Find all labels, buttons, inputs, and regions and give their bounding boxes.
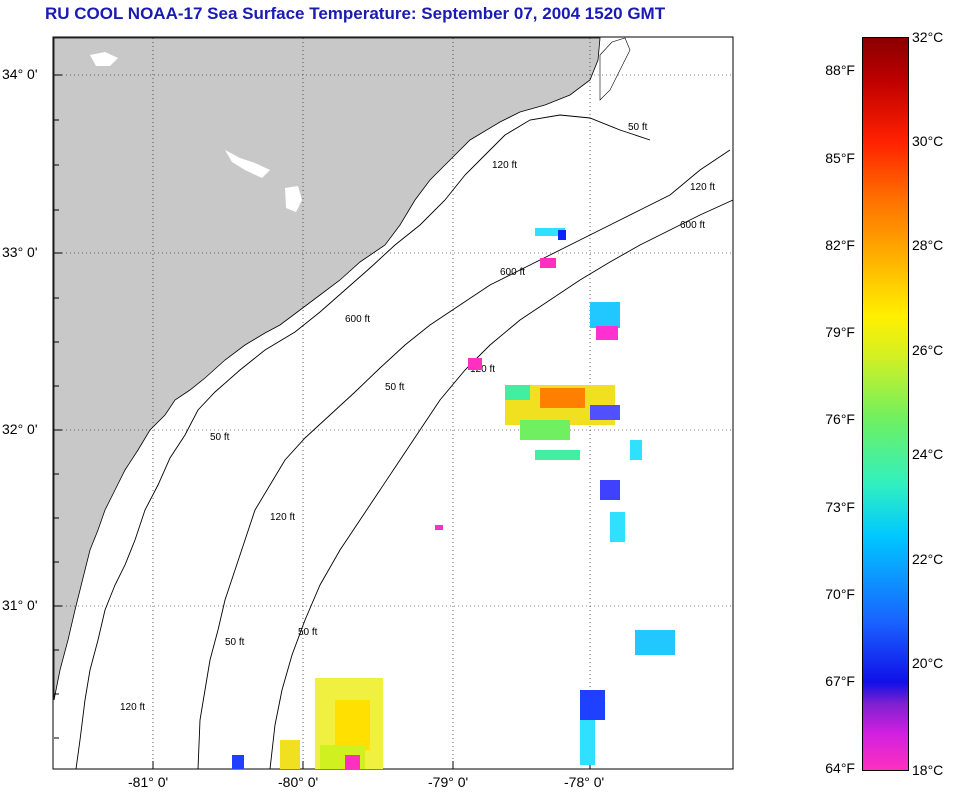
colorbar-f-label: 73°F [825,499,855,515]
colorbar-f-label: 76°F [825,411,855,427]
contour-label: 120 ft [470,364,495,375]
colorbar-c-label: 32°C [912,29,944,45]
colorbar-c-label: 26°C [912,342,944,358]
latitude-label: 32° 0' [2,421,38,437]
longitude-label: -78° 0' [564,774,605,790]
contour-label: 50 ft [210,432,230,443]
contour-label: 50 ft [385,382,405,393]
contour-label: 120 ft [690,182,715,193]
contour-label: 50 ft [628,122,648,133]
contour-label: 50 ft [298,627,318,638]
colorbar-f-label: 82°F [825,237,855,253]
longitude-label: -79° 0' [428,774,469,790]
contour-label: 600 ft [500,267,525,278]
latitude-label: 34° 0' [2,66,38,82]
colorbar-c-label: 18°C [912,762,944,778]
longitude-label: -81° 0' [128,774,169,790]
contour-label: 50 ft [225,637,245,648]
depth-contours [75,114,734,770]
latitude-label: 31° 0' [2,597,38,613]
colorbar-f-label: 79°F [825,324,855,340]
sst-data-patches [232,228,675,769]
colorbar-f-label: 70°F [825,586,855,602]
contour-label: 120 ft [120,702,145,713]
colorbar-c-label: 20°C [912,655,944,671]
map-title: RU COOL NOAA-17 Sea Surface Temperature:… [45,4,666,23]
temperature-colorbar [862,37,909,771]
colorbar-f-label: 85°F [825,150,855,166]
colorbar-f-label: 64°F [825,760,855,776]
colorbar-c-label: 22°C [912,551,944,567]
colorbar-f-label: 67°F [825,673,855,689]
contour-label: 600 ft [680,220,705,231]
colorbar-c-label: 24°C [912,446,944,462]
colorbar-c-label: 30°C [912,133,944,149]
contour-labels: 50 ft 120 ft 600 ft 50 ft 120 ft 600 ft … [120,122,715,713]
colorbar-c-label: 28°C [912,237,944,253]
contour-label: 600 ft [345,314,370,325]
contour-label: 120 ft [270,512,295,523]
contour-label: 120 ft [492,160,517,171]
latitude-label: 33° 0' [2,244,38,260]
land-area [53,37,601,701]
colorbar-f-label: 88°F [825,62,855,78]
longitude-label: -80° 0' [278,774,319,790]
